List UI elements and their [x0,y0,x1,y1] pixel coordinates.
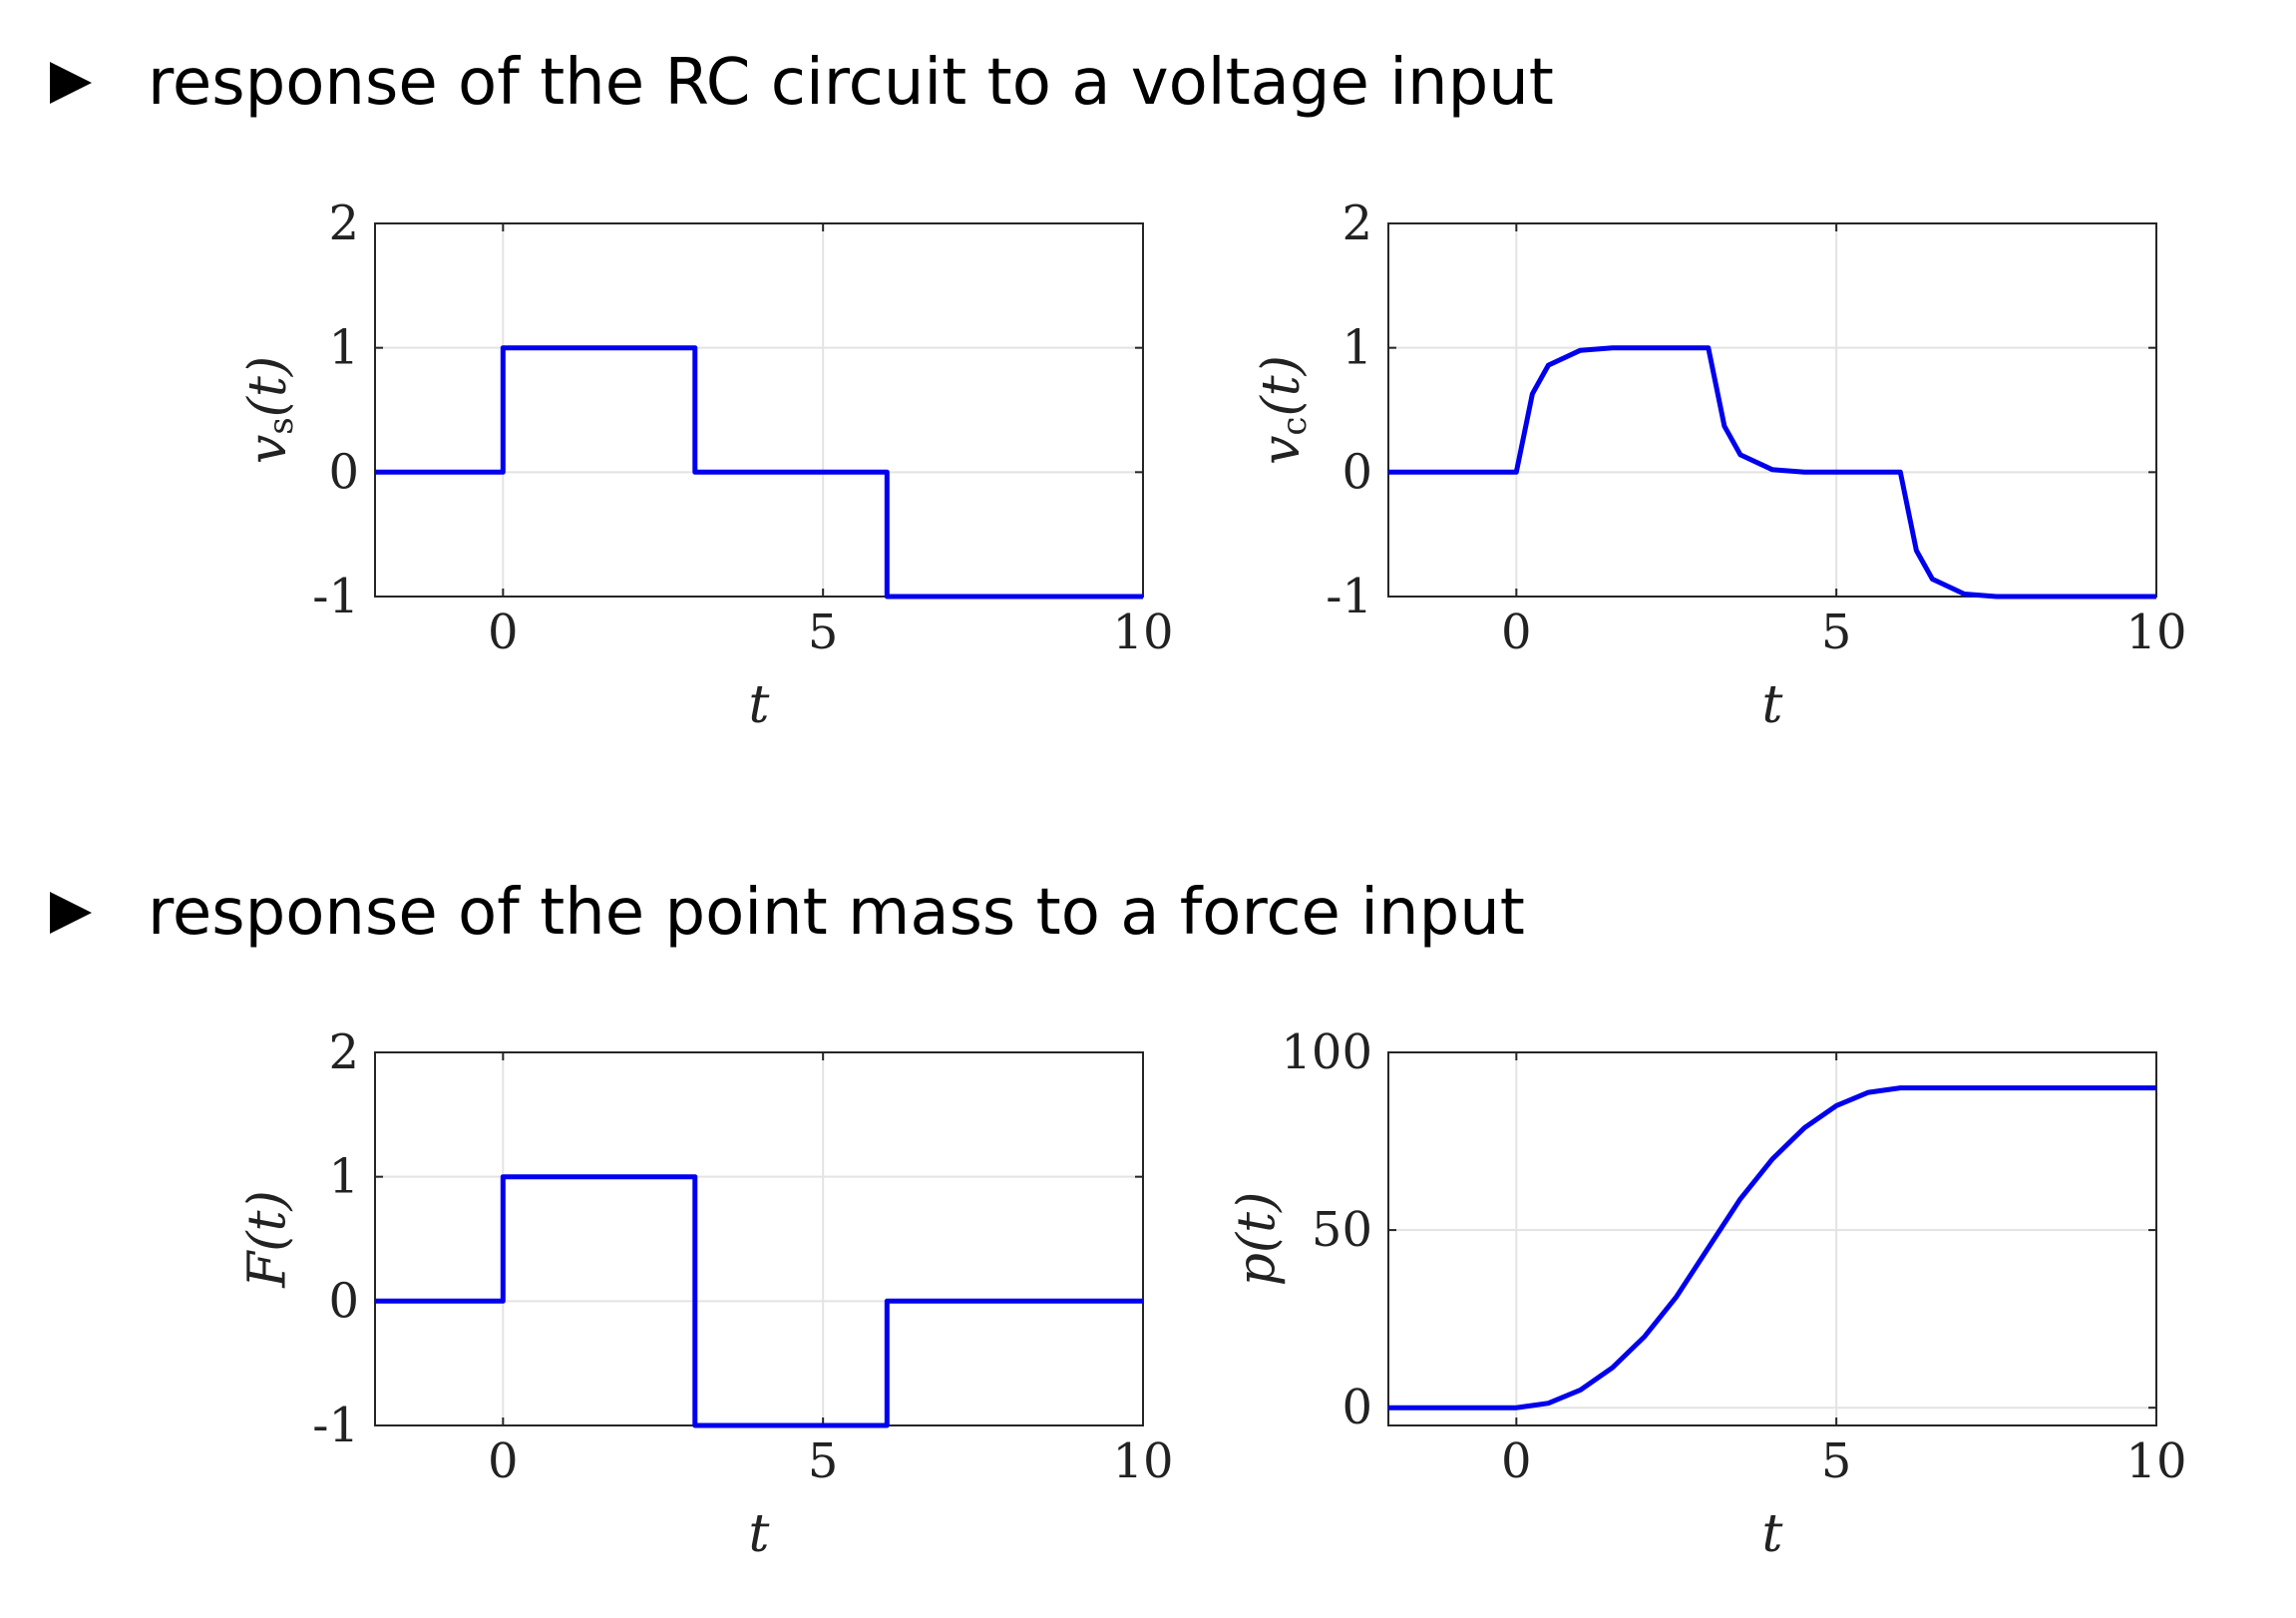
y-tick-label: 0 [1341,444,1372,500]
triangle-bullet-icon [50,892,92,934]
plot-panel-3: 0 5 10 -1 0 1 2 t F(t) [238,1024,1174,1564]
y-tick-label: 2 [328,1024,359,1080]
plot-area [1388,223,2156,597]
y-tick-label: -1 [312,1398,359,1453]
x-axis-label: t [749,675,770,735]
series-line [1388,1085,2156,1411]
series-line [375,1174,1143,1428]
series-line [375,345,1143,600]
x-tick-label: 10 [2125,605,2186,660]
y-tick-label: 1 [328,320,359,376]
x-axis-label: t [1762,675,1783,735]
y-axis-label: vc(t) [1252,355,1316,465]
plot-panel-2: 0 5 10 -1 0 1 2 t vc(t) [1252,196,2187,735]
x-tick-label: 10 [1112,605,1173,660]
x-axis-label: t [749,1504,770,1564]
bullet-text: response of the RC circuit to a voltage … [148,46,1554,120]
bullet-point-mass: response of the point mass to a force in… [50,876,1525,950]
x-tick-label: 10 [1112,1433,1173,1489]
plot-area [375,1052,1143,1425]
y-tick-label: 2 [328,196,359,251]
y-tick-label: -1 [1326,569,1372,624]
axes-box [1387,222,2157,598]
axes-box [374,222,1144,598]
series-line [1388,345,2156,600]
y-axis-label: F(t) [238,1190,298,1289]
x-tick-label: 5 [808,605,839,660]
triangle-bullet-icon [50,62,92,104]
y-tick-label: 1 [328,1149,359,1205]
y-tick-label: -1 [312,569,359,624]
y-axis-label: vs(t) [238,356,302,464]
x-tick-label: 5 [1821,1433,1852,1489]
y-tick-label: 50 [1312,1202,1372,1258]
x-axis-label: t [1762,1504,1783,1564]
y-axis-label: p(t) [1228,1192,1288,1287]
bullet-text: response of the point mass to a force in… [148,876,1525,950]
x-tick-label: 10 [2125,1433,2186,1489]
x-tick-label: 5 [808,1433,839,1489]
y-tick-label: 1 [1341,320,1372,376]
y-tick-label: 100 [1281,1024,1372,1080]
y-tick-label: 0 [328,444,359,500]
y-tick-label: 0 [1341,1380,1372,1435]
x-tick-label: 0 [488,1433,519,1489]
x-tick-label: 0 [1501,1433,1532,1489]
plot-area [375,223,1143,597]
plot-area [1388,1052,2156,1425]
plot-panel-1: 0 5 10 -1 0 1 2 t vs(t) [238,196,1174,735]
y-tick-label: 2 [1341,196,1372,251]
x-tick-label: 0 [488,605,519,660]
bullet-rc-circuit: response of the RC circuit to a voltage … [50,46,1554,120]
x-tick-label: 5 [1821,605,1852,660]
axes-box [1387,1051,2157,1426]
y-tick-label: 0 [328,1273,359,1329]
x-tick-label: 0 [1501,605,1532,660]
